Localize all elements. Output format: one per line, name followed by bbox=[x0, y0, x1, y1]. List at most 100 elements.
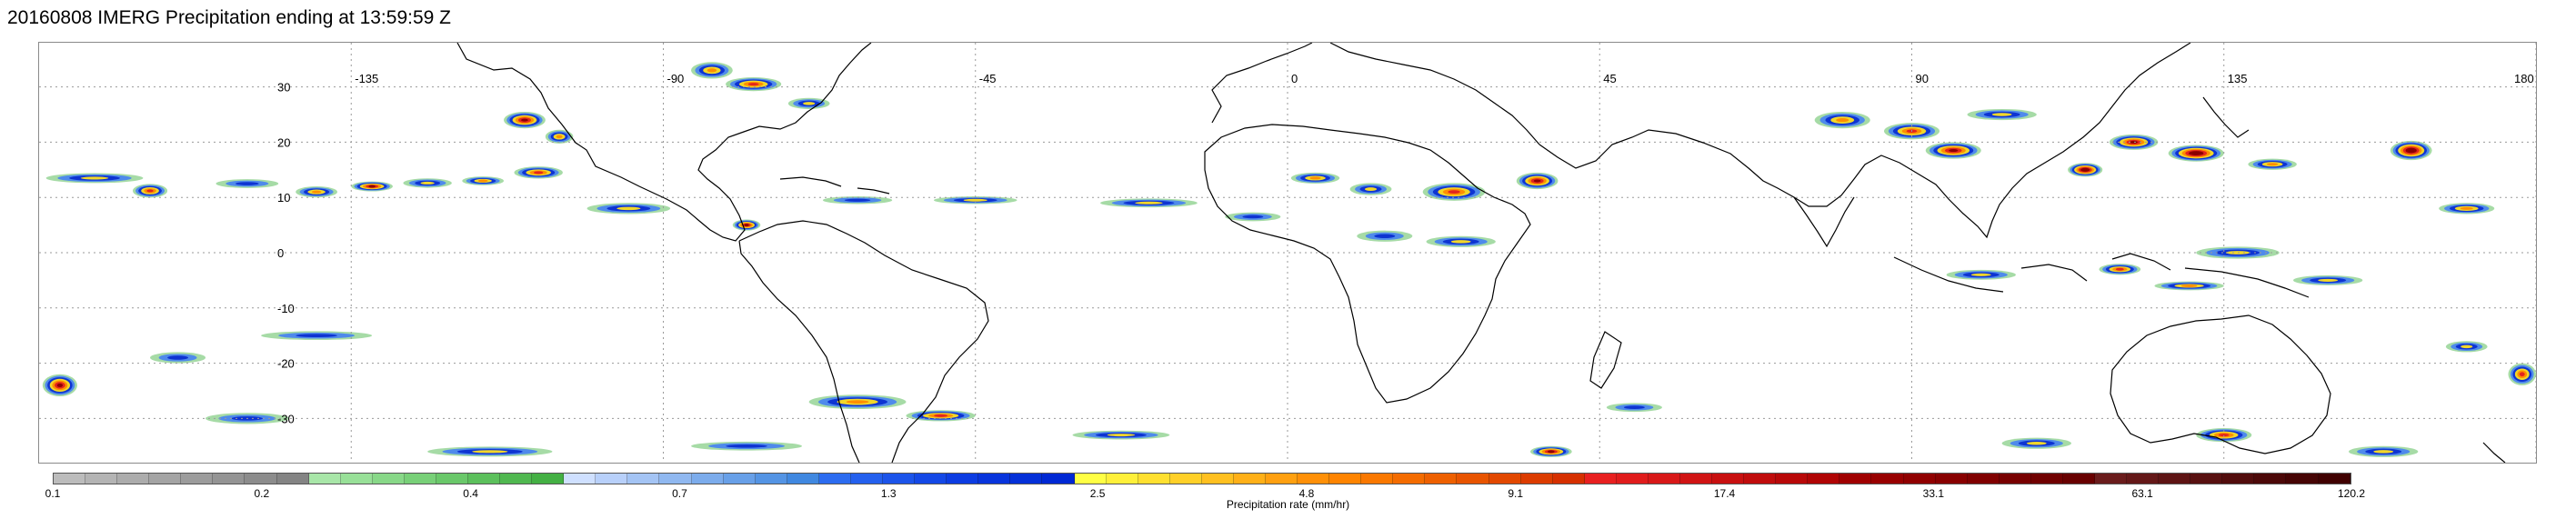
coastline-india bbox=[1793, 196, 1855, 248]
colorbar-swatch bbox=[276, 474, 309, 484]
colorbar-swatch bbox=[1106, 474, 1138, 484]
precip-cell bbox=[691, 62, 733, 79]
precip-cell bbox=[2109, 134, 2159, 150]
colorbar-tick-labels: 0.1 0.2 0.4 0.7 1.3 2.5 4.8 9.1 17.4 33.1 63.1 120.… bbox=[45, 487, 2365, 500]
colorbar-swatch bbox=[1839, 474, 1872, 484]
precip-cell bbox=[1967, 108, 2037, 121]
lon-tick-label: 45 bbox=[1603, 72, 1616, 85]
precip-cell bbox=[545, 129, 574, 144]
colorbar-swatch bbox=[1712, 474, 1745, 484]
coastline-indonesia bbox=[1893, 253, 2310, 298]
colorbar-swatch bbox=[85, 474, 118, 484]
colorbar bbox=[53, 473, 2351, 484]
colorbar-swatch bbox=[659, 474, 692, 484]
colorbar-tick-label: 2.5 bbox=[1089, 487, 1106, 500]
lon-tick-label: 180 bbox=[2514, 72, 2534, 85]
coastline-caribbean bbox=[779, 176, 890, 195]
colorbar-tick-label: 120.2 bbox=[2337, 487, 2366, 500]
colorbar-tick-label: 33.1 bbox=[1922, 487, 1945, 500]
precip-cell bbox=[1529, 445, 1572, 457]
precip-cell bbox=[2445, 341, 2488, 353]
precip-cell bbox=[2154, 281, 2224, 291]
colorbar-swatch bbox=[245, 474, 277, 484]
colorbar-swatch bbox=[2222, 474, 2255, 484]
coastline-japan bbox=[2202, 96, 2250, 138]
lat-tick-label: 30 bbox=[277, 81, 290, 95]
precipitation-layer bbox=[42, 62, 2536, 457]
coastline-south-america bbox=[738, 220, 989, 463]
lat-tick-label: -30 bbox=[277, 412, 295, 425]
precip-cell bbox=[132, 184, 168, 198]
precip-cell bbox=[1072, 430, 1170, 440]
lon-tick-label: -135 bbox=[355, 72, 378, 85]
coastline-asia bbox=[1539, 43, 2191, 239]
precip-cell bbox=[586, 203, 671, 215]
colorbar-swatch bbox=[2286, 474, 2319, 484]
colorbar-swatch bbox=[1042, 474, 1075, 484]
colorbar-swatch bbox=[1776, 474, 1809, 484]
lon-tick-label: 90 bbox=[1916, 72, 1929, 85]
precip-cell bbox=[403, 178, 452, 188]
colorbar-caption: Precipitation rate (mm/hr) bbox=[1226, 498, 1350, 511]
precip-cell bbox=[216, 179, 279, 188]
precip-cell bbox=[2068, 163, 2103, 177]
colorbar-swatch bbox=[1967, 474, 2000, 484]
colorbar-swatch bbox=[818, 474, 851, 484]
precip-cell bbox=[2168, 145, 2224, 162]
colorbar-swatch bbox=[2254, 474, 2287, 484]
colorbar-swatch bbox=[596, 474, 628, 484]
colorbar-swatch bbox=[883, 474, 916, 484]
colorbar-swatch bbox=[308, 474, 341, 484]
lon-tick-label: 0 bbox=[1291, 72, 1298, 85]
colorbar-tick-label: 0.4 bbox=[463, 487, 478, 500]
precip-cell bbox=[1946, 269, 2016, 280]
precip-cell bbox=[514, 166, 563, 179]
colorbar-swatch bbox=[117, 474, 150, 484]
precip-cell bbox=[2349, 445, 2419, 457]
colorbar-swatch bbox=[1010, 474, 1043, 484]
colorbar-tick-label: 0.2 bbox=[254, 487, 270, 500]
colorbar-swatch bbox=[2062, 474, 2095, 484]
coastline-africa bbox=[1204, 124, 1531, 404]
gridlines bbox=[39, 43, 2536, 463]
axis-tick-labels: -135 -90 -45 0 45 90 135 180 30 20 10 0 -10 -20 -30 bbox=[277, 72, 2534, 425]
colorbar-swatch bbox=[500, 474, 533, 484]
coastline-north-america bbox=[456, 43, 872, 242]
colorbar-tick-label: 0.7 bbox=[672, 487, 687, 500]
precip-cell bbox=[2099, 264, 2141, 275]
colorbar-swatch bbox=[1138, 474, 1170, 484]
colorbar-swatch bbox=[340, 474, 373, 484]
colorbar-swatch bbox=[2190, 474, 2223, 484]
precip-cell bbox=[732, 219, 761, 231]
precip-cell bbox=[42, 374, 77, 397]
colorbar-swatch bbox=[1808, 474, 1840, 484]
colorbar-swatch bbox=[1999, 474, 2031, 484]
precip-cell bbox=[1426, 235, 1496, 247]
lat-tick-label: -20 bbox=[277, 357, 295, 371]
precip-cell bbox=[504, 111, 546, 129]
coastline-new-zealand bbox=[2482, 442, 2506, 463]
colorbar-swatch bbox=[723, 474, 756, 484]
colorbar-swatch bbox=[2318, 474, 2350, 484]
colorbar-swatch bbox=[1425, 474, 1458, 484]
coastline-madagascar bbox=[1589, 331, 1622, 389]
colorbar-swatch bbox=[1265, 474, 1298, 484]
colorbar-swatch bbox=[627, 474, 660, 484]
precip-cell bbox=[726, 76, 782, 92]
colorbar-swatch bbox=[1935, 474, 1968, 484]
colorbar-swatch bbox=[850, 474, 884, 484]
colorbar-swatch bbox=[915, 474, 947, 484]
lon-tick-label: -45 bbox=[979, 72, 997, 85]
precip-cell bbox=[351, 181, 394, 192]
colorbar-swatch bbox=[691, 474, 724, 484]
precip-cell bbox=[1516, 172, 1559, 190]
colorbar-swatch bbox=[1201, 474, 1234, 484]
map-title: 20160808 IMERG Precipitation ending at 1… bbox=[7, 7, 451, 28]
precip-cell bbox=[1290, 172, 1340, 185]
precip-cell bbox=[1100, 198, 1198, 208]
precip-cell bbox=[2293, 274, 2363, 285]
precip-cell bbox=[808, 394, 907, 410]
colorbar-swatch bbox=[468, 474, 501, 484]
colorbar-swatch bbox=[1871, 474, 1904, 484]
colorbar-swatch bbox=[1584, 474, 1617, 484]
